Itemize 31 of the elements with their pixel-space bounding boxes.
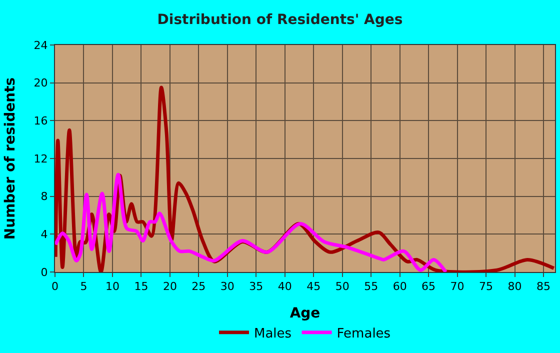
x-tick-label: 80 [508, 280, 522, 294]
y-tick-label: 8 [40, 190, 48, 204]
y-tick-label: 12 [34, 152, 48, 166]
legend-label: Males [254, 326, 292, 342]
x-tick-label: 85 [536, 280, 551, 294]
y-axis-title: Number of residents [2, 77, 18, 240]
x-tick-label: 35 [249, 280, 264, 294]
y-tick-label: 4 [40, 228, 48, 242]
line-series [55, 172, 448, 272]
x-tick-label: 55 [364, 280, 378, 294]
legend-label: Females [336, 326, 391, 342]
y-tick-label: 24 [34, 38, 48, 52]
x-tick-label: 20 [162, 280, 177, 294]
x-tick-label: 0 [52, 280, 58, 294]
x-tick-label: 40 [278, 280, 292, 294]
x-tick-label: 5 [80, 280, 88, 294]
x-tick-label: 50 [335, 280, 350, 294]
x-tick-label: 45 [306, 280, 321, 294]
x-tick-label: 65 [422, 280, 436, 294]
x-tick-label: 15 [134, 280, 148, 294]
x-tick-label: 25 [192, 280, 206, 294]
x-tick-label: 70 [450, 280, 464, 294]
x-axis-title: Age [290, 306, 320, 322]
x-tick-label: 10 [105, 280, 120, 294]
y-tick-label: 20 [34, 76, 48, 90]
chart-title: Distribution of Residents' Ages [157, 12, 403, 28]
y-tick-label: 16 [34, 114, 48, 128]
x-tick-label: 30 [220, 280, 234, 294]
y-tick-label: 0 [40, 266, 48, 279]
x-tick-label: 60 [392, 280, 407, 294]
x-tick-label: 75 [479, 280, 494, 294]
